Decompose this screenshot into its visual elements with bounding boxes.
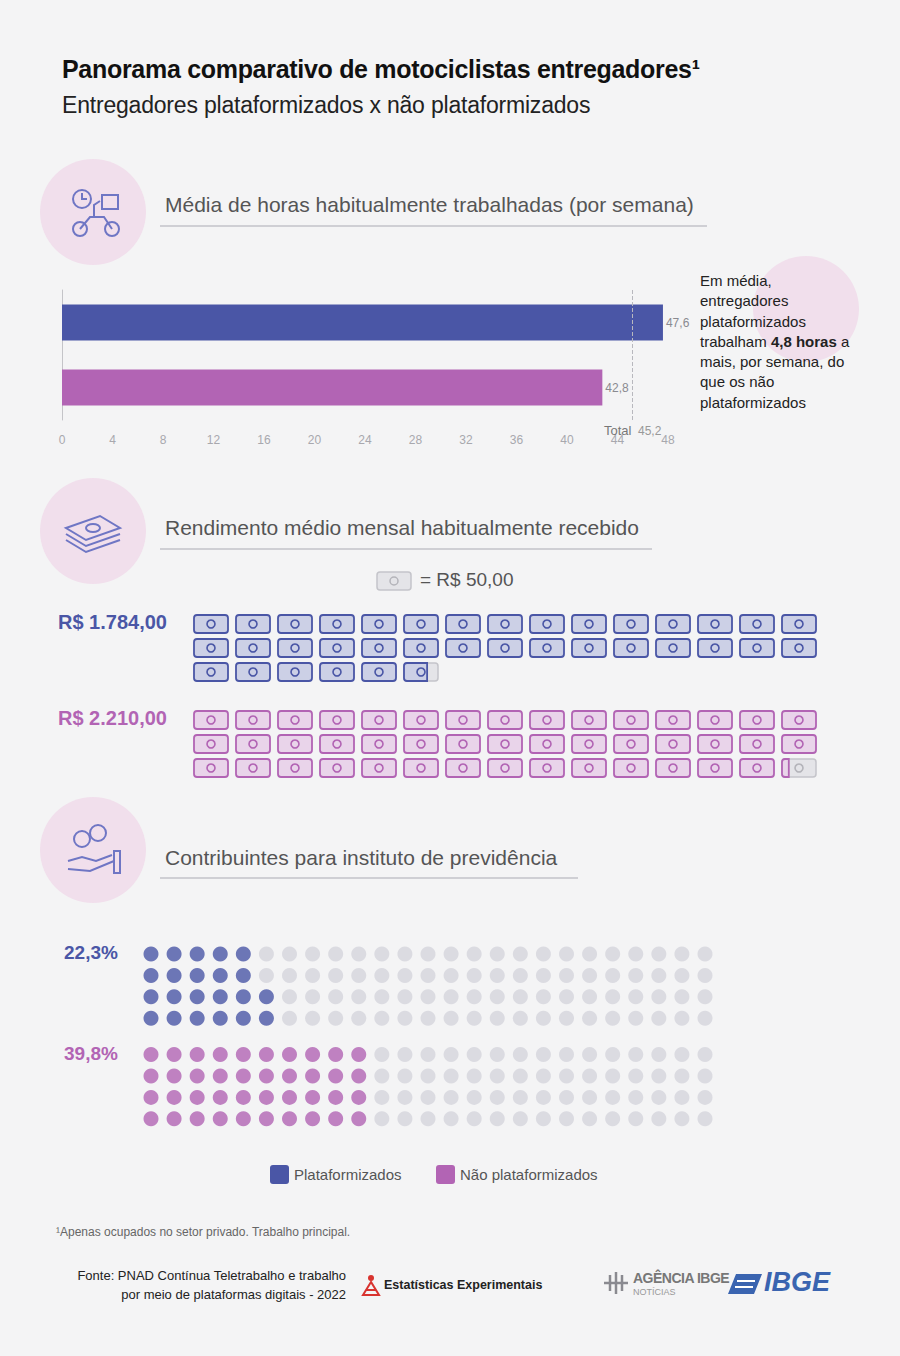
html-text:= R$ 50,00: = R$ 50,00: [420, 569, 514, 590]
svg-text:8: 8: [160, 433, 167, 447]
html-text:Em média, entregadores platafo: Em média, entregadores plataformizados t…: [700, 272, 850, 411]
html-text:Fonte: PNAD Contínua Teletraba: Fonte: PNAD Contínua Teletrabalho e trab…: [77, 1268, 346, 1283]
svg-text:44: 44: [610, 433, 625, 447]
html-text:39,8%: 39,8%: [64, 1042, 118, 1064]
svg-text:40: 40: [560, 433, 574, 447]
svg-text:28: 28: [409, 433, 423, 447]
html-text:22,3%: 22,3%: [64, 942, 118, 963]
html-text:NOTÍCIAS: NOTÍCIAS: [633, 1287, 676, 1297]
html-text:Entregadores plataformizados x: Entregadores plataformizados x não plata…: [62, 92, 591, 118]
svg-text:12: 12: [207, 433, 221, 447]
html-text:Rendimento médio mensal habitu: Rendimento médio mensal habitualmente re…: [165, 516, 639, 539]
html-text:por meio de plataformas digita: por meio de plataformas digitais - 2022: [121, 1287, 346, 1302]
svg-text:45,2: 45,2: [638, 424, 662, 438]
html-text:IBGE: IBGE: [764, 1267, 830, 1297]
svg-text:Total: Total: [604, 423, 632, 438]
svg-text:36: 36: [510, 433, 524, 447]
html-text:AGÊNCIA IBGE: AGÊNCIA IBGE: [633, 1270, 730, 1286]
html-text:Panorama comparativo de motoci: Panorama comparativo de motociclistas en…: [62, 55, 700, 83]
svg-text:32: 32: [459, 433, 473, 447]
html-text:R$ 2.210,00: R$ 2.210,00: [58, 707, 167, 729]
html-text:Estatísticas Experimentais: Estatísticas Experimentais: [384, 1278, 543, 1292]
svg-text:47,6: 47,6: [666, 316, 690, 330]
svg-text:0: 0: [59, 433, 66, 447]
html-text:Média de horas habitualmente t: Média de horas habitualmente trabalhadas…: [165, 193, 694, 216]
html-text:R$ 1.784,00: R$ 1.784,00: [58, 611, 167, 633]
html-text:Plataformizados: Plataformizados: [294, 1166, 402, 1183]
html-text:Não plataformizados: Não plataformizados: [460, 1166, 598, 1183]
svg-text:16: 16: [257, 433, 271, 447]
svg-text:24: 24: [358, 433, 372, 447]
svg-text:48: 48: [661, 433, 675, 447]
svg-text:42,8: 42,8: [605, 381, 629, 395]
svg-text:4: 4: [109, 433, 116, 447]
html-text:Contribuintes para instituto d: Contribuintes para instituto de previdên…: [165, 846, 558, 869]
html-text:¹Apenas ocupados no setor priv: ¹Apenas ocupados no setor privado. Traba…: [56, 1225, 351, 1239]
svg-text:20: 20: [308, 433, 322, 447]
